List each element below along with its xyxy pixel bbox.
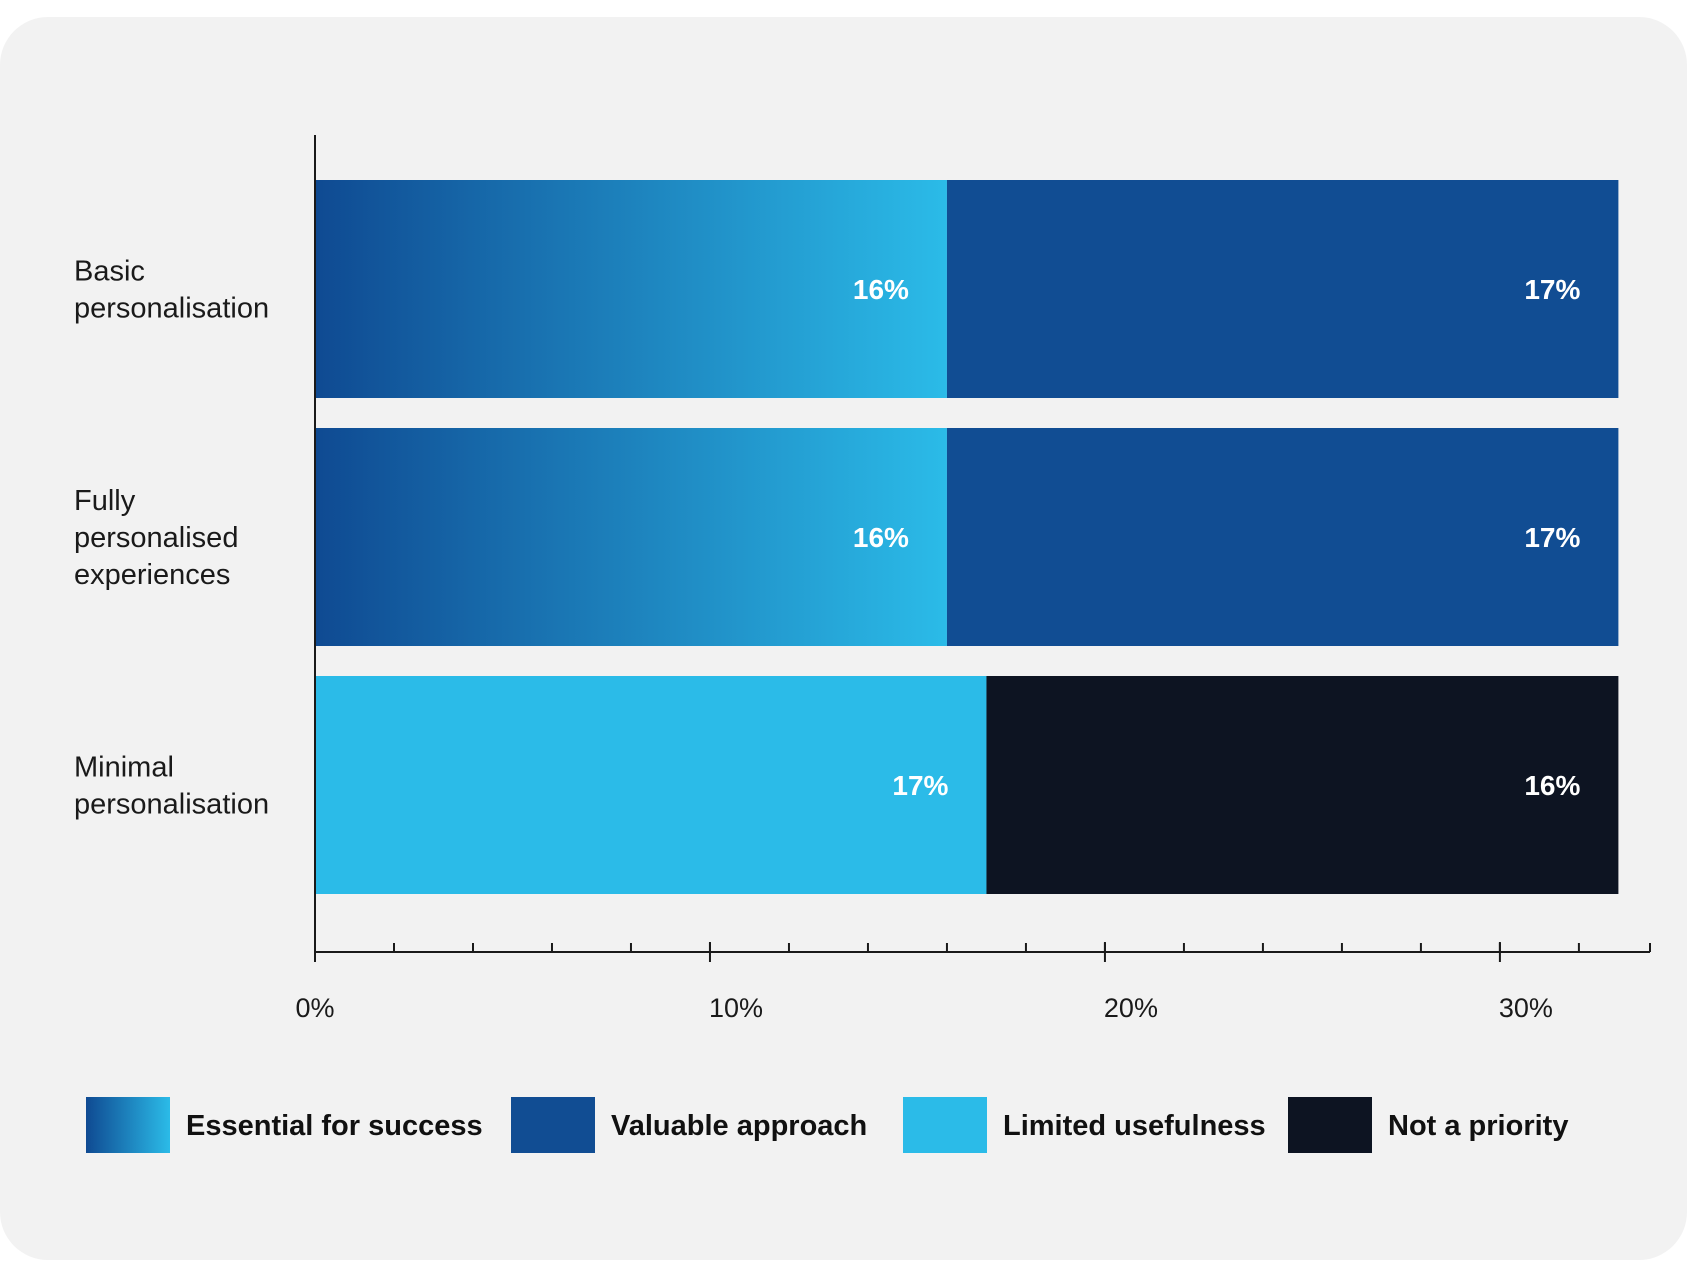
bar-1-essential-for-success (315, 180, 947, 398)
data-label: 16% (853, 522, 909, 553)
bar-1-valuable-approach (946, 180, 1619, 398)
bar-3-limited-usefulness (315, 676, 987, 894)
x-tick-label: 20% (1104, 993, 1158, 1023)
x-tick-label: 30% (1499, 993, 1553, 1023)
legend-swatch (903, 1097, 987, 1153)
legend-label: Limited usefulness (1003, 1110, 1266, 1142)
legend-label: Essential for success (186, 1110, 483, 1142)
category-label: Basic personalisation (74, 256, 269, 325)
legend-swatch (86, 1097, 170, 1153)
data-label: 17% (892, 770, 948, 801)
bar-2-valuable-approach (946, 428, 1619, 646)
category-label: Fully personalised experiences (74, 485, 238, 591)
x-tick-label: 10% (709, 993, 763, 1023)
x-tick-label: 0% (295, 993, 334, 1023)
category-label: Minimal personalisation (74, 752, 269, 821)
data-label: 16% (1524, 770, 1580, 801)
data-label: 17% (1524, 274, 1580, 305)
bar-2-essential-for-success (315, 428, 947, 646)
legend-label: Valuable approach (611, 1110, 867, 1142)
legend-label: Not a priority (1388, 1110, 1568, 1142)
legend-swatch (1288, 1097, 1372, 1153)
legend-swatch (511, 1097, 595, 1153)
data-label: 16% (853, 274, 909, 305)
bar-3-not-a-priority (986, 676, 1619, 894)
data-label: 17% (1524, 522, 1580, 553)
